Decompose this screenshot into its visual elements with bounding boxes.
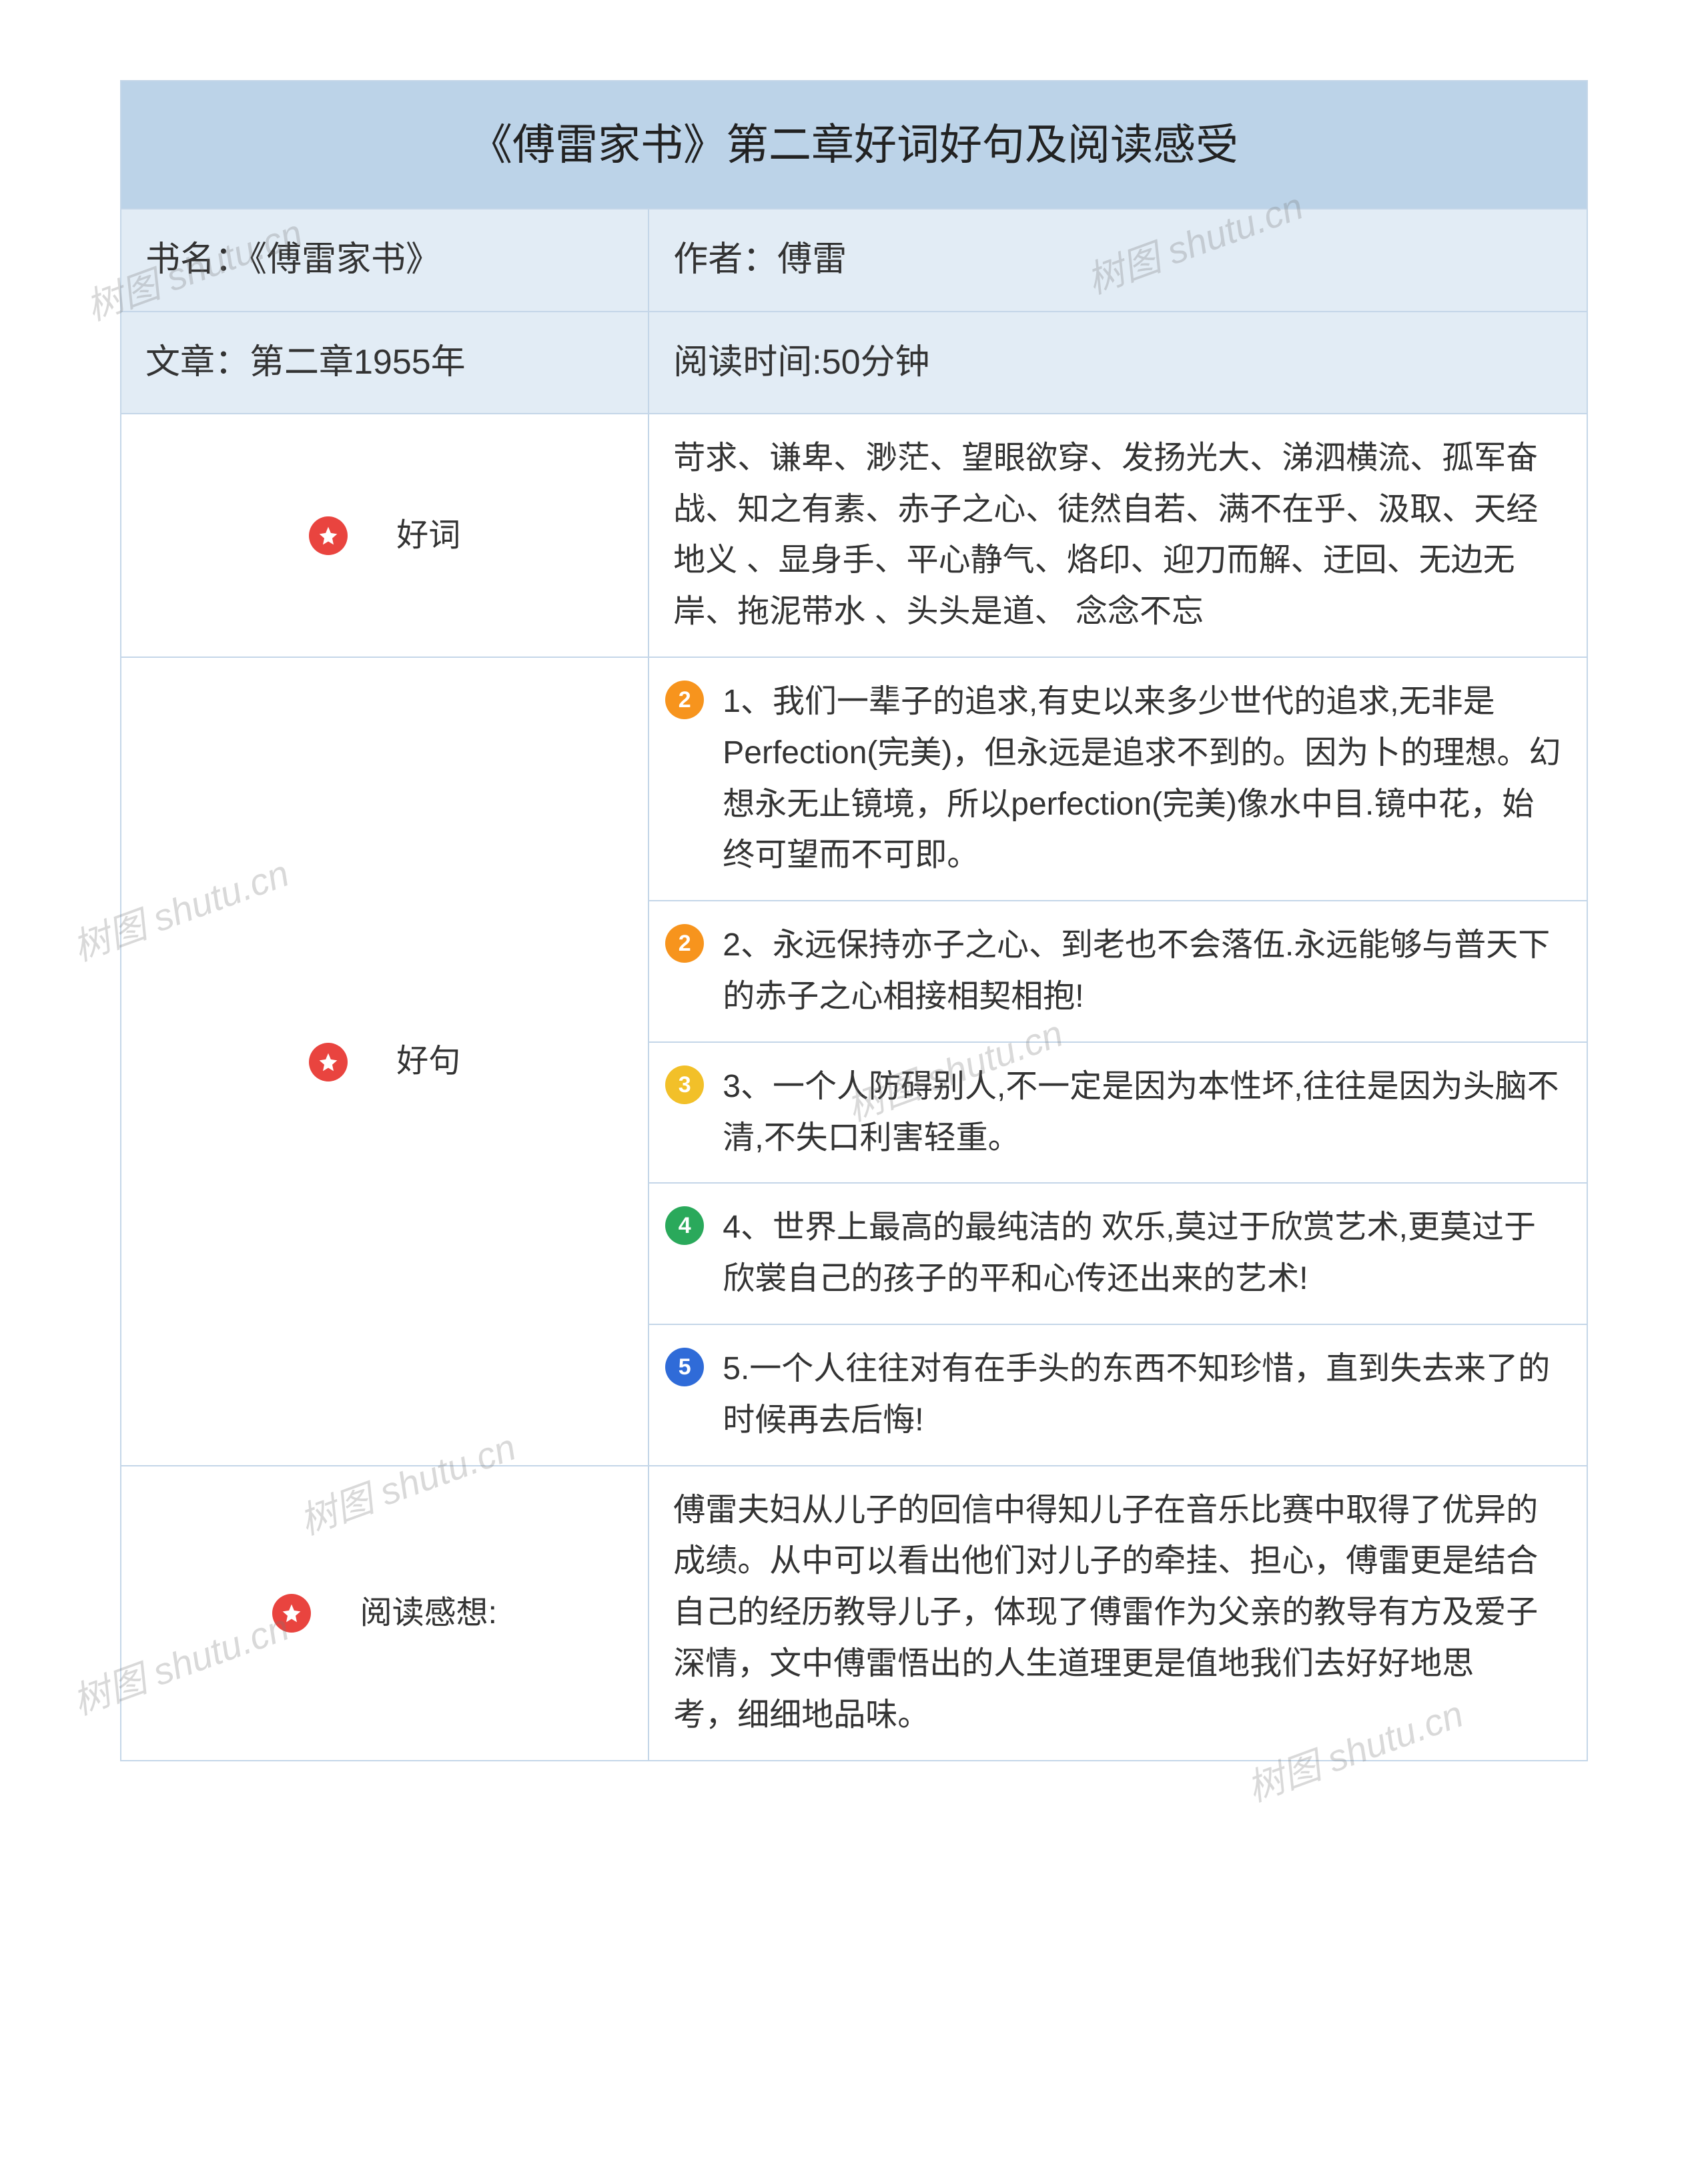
meta-row-2: 文章：第二章1955年 阅读时间:50分钟 <box>121 312 1587 414</box>
sentence-item: 2 2、永远保持亦子之心、到老也不会落伍.永远能够与普天下的赤子之心相接相契相抱! <box>649 900 1587 1041</box>
thoughts-content: 傅雷夫妇从儿子的回信中得知儿子在音乐比赛中取得了优异的成绩。从中可以看出他们对儿… <box>649 1466 1587 1761</box>
meta-row-1: 书名：《傅雷家书》 作者：傅雷 <box>121 209 1587 311</box>
good-words-label: 好词 <box>396 510 460 562</box>
thoughts-label: 阅读感想: <box>360 1588 497 1639</box>
author-cell: 作者：傅雷 <box>649 209 1587 311</box>
number-badge: 2 <box>665 924 704 963</box>
good-words-label-cell: 好词 <box>121 414 649 657</box>
sentence-text: 2、永远保持亦子之心、到老也不会落伍.永远能够与普天下的赤子之心相接相契相抱! <box>723 920 1563 1023</box>
sentence-item: 5 5.一个人往往对有在手头的东西不知珍惜，直到失去来了的时候再去后悔! <box>649 1324 1587 1465</box>
good-words-row: 好词 苛求、谦卑、渺茫、望眼欲穿、发扬光大、涕泗横流、孤军奋战、知之有素、赤子之… <box>121 414 1587 657</box>
good-sentences-label-cell: 好句 <box>121 657 649 1466</box>
sentence-item: 4 4、世界上最高的最纯洁的 欢乐,莫过于欣赏艺术,更莫过于欣裳自己的孩子的平和心… <box>649 1182 1587 1324</box>
title-row: 《傅雷家书》第二章好词好句及阅读感受 <box>121 81 1587 209</box>
good-sentences-content: 2 1、我们一辈子的追求,有史以来多少世代的追求,无非是 Perfection(完… <box>649 657 1587 1466</box>
chapter-cell: 文章：第二章1955年 <box>121 312 649 414</box>
sentence-text: 1、我们一辈子的追求,有史以来多少世代的追求,无非是 Perfection(完美… <box>723 677 1563 881</box>
reading-time-cell: 阅读时间:50分钟 <box>649 312 1587 414</box>
star-icon <box>272 1594 311 1633</box>
sentence-item: 2 1、我们一辈子的追求,有史以来多少世代的追求,无非是 Perfection(完… <box>649 658 1587 900</box>
good-words-content: 苛求、谦卑、渺茫、望眼欲穿、发扬光大、涕泗横流、孤军奋战、知之有素、赤子之心、徒… <box>649 414 1587 657</box>
sentence-item: 3 3、一个人防碍别人,不一定是因为本性坏,往往是因为头脑不清,不失口利害轻重。 <box>649 1041 1587 1183</box>
number-badge: 3 <box>665 1065 704 1104</box>
page-title: 《傅雷家书》第二章好词好句及阅读感受 <box>121 81 1587 209</box>
thoughts-row: 阅读感想: 傅雷夫妇从儿子的回信中得知儿子在音乐比赛中取得了优异的成绩。从中可以… <box>121 1466 1587 1761</box>
sentence-text: 3、一个人防碍别人,不一定是因为本性坏,往往是因为头脑不清,不失口利害轻重。 <box>723 1061 1563 1164</box>
sentence-text: 5.一个人往往对有在手头的东西不知珍惜，直到失去来了的时候再去后悔! <box>723 1344 1563 1446</box>
star-icon <box>309 516 348 555</box>
number-badge: 5 <box>665 1348 704 1386</box>
reading-notes-table: 《傅雷家书》第二章好词好句及阅读感受 书名：《傅雷家书》 作者：傅雷 文章：第二… <box>120 80 1588 1761</box>
sentence-text: 4、世界上最高的最纯洁的 欢乐,莫过于欣赏艺术,更莫过于欣裳自己的孩子的平和心传… <box>723 1202 1563 1305</box>
number-badge: 4 <box>665 1206 704 1245</box>
star-icon <box>309 1043 348 1081</box>
thoughts-label-cell: 阅读感想: <box>121 1466 649 1761</box>
good-sentences-label: 好句 <box>396 1036 460 1087</box>
book-name-cell: 书名：《傅雷家书》 <box>121 209 649 311</box>
number-badge: 2 <box>665 681 704 719</box>
good-sentences-row: 好句 2 1、我们一辈子的追求,有史以来多少世代的追求,无非是 Perfectio… <box>121 657 1587 1466</box>
